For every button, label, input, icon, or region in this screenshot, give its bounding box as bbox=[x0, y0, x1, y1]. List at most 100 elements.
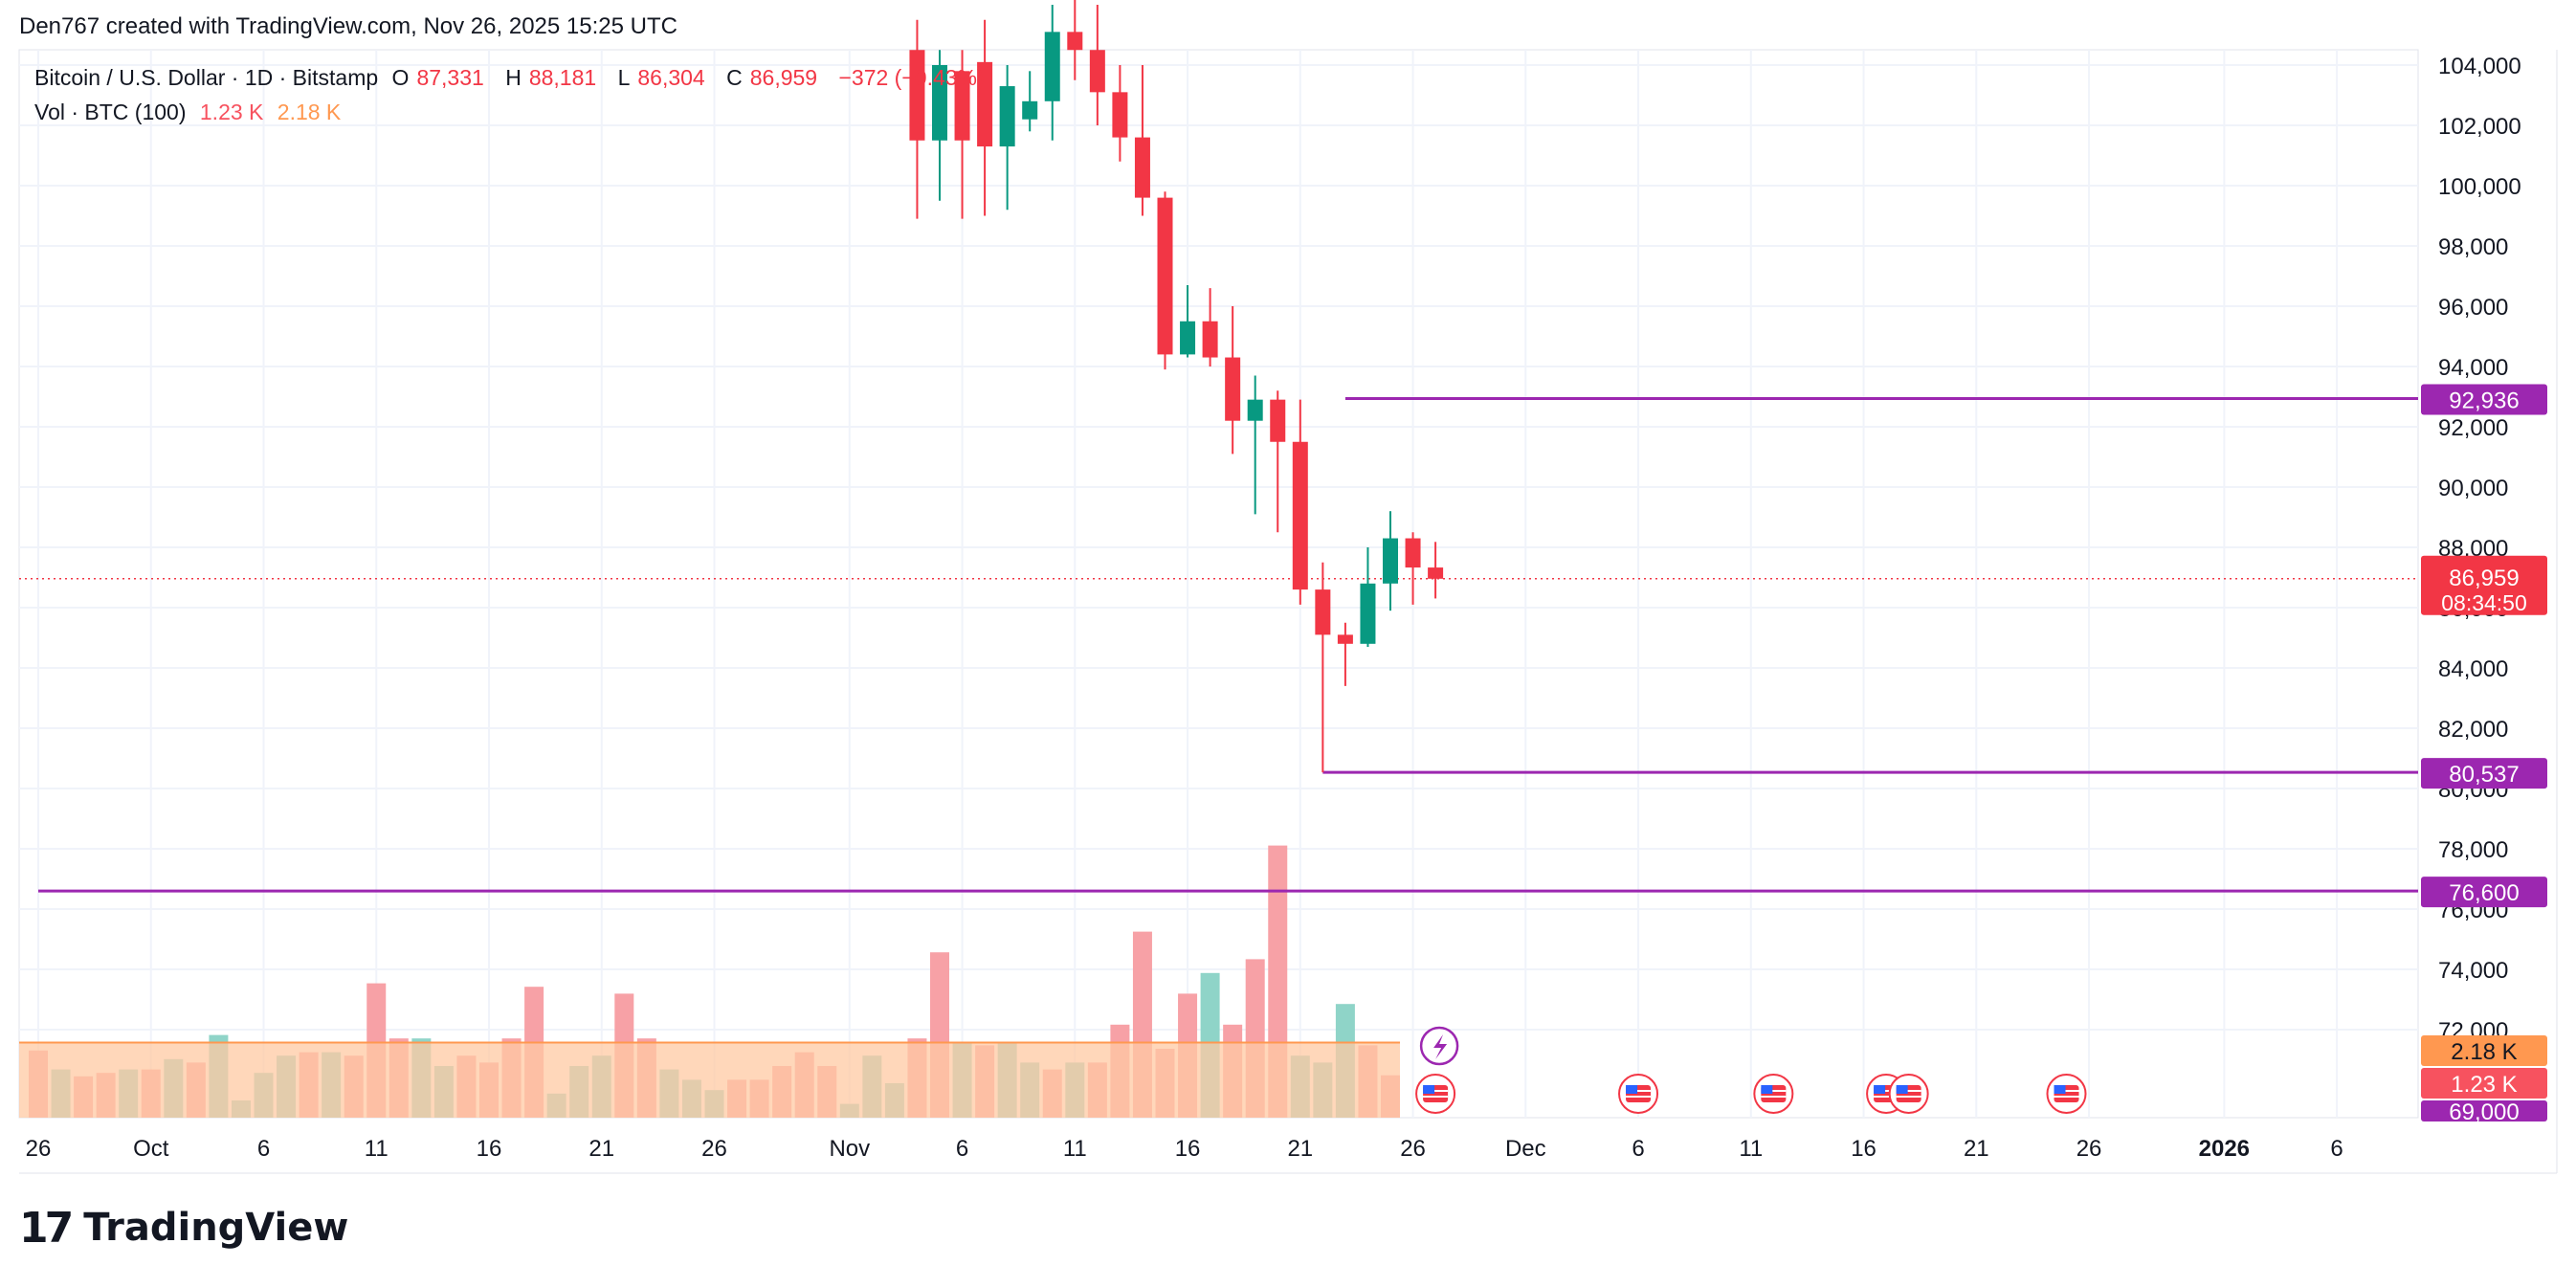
candle-body bbox=[1383, 538, 1398, 584]
y-tick-label: 78,000 bbox=[2438, 837, 2508, 863]
level-price-badge: 80,537 bbox=[2421, 758, 2547, 789]
candle-body bbox=[1180, 321, 1196, 355]
x-tick-label: 16 bbox=[1175, 1136, 1201, 1162]
x-tick-label: Oct bbox=[133, 1136, 169, 1162]
volume-ma-value: 2.18 K bbox=[277, 100, 342, 124]
volume-ma-badge: 2.18 K bbox=[2421, 1035, 2547, 1066]
candle-body bbox=[999, 86, 1015, 147]
y-tick-label: 84,000 bbox=[2438, 656, 2508, 682]
x-tick-label: 6 bbox=[1632, 1136, 1644, 1162]
last-price-value: 86,959 bbox=[2449, 566, 2519, 591]
level-price-badge: 92,936 bbox=[2421, 384, 2547, 415]
x-tick-label: 6 bbox=[257, 1136, 270, 1162]
y-tick-label: 96,000 bbox=[2438, 295, 2508, 321]
bottom-level-badge-text: 69,000 bbox=[2449, 1099, 2519, 1125]
x-tick-label: Dec bbox=[1505, 1136, 1546, 1162]
candle-body bbox=[932, 65, 947, 141]
candle-body bbox=[1428, 567, 1444, 579]
y-tick-label: 94,000 bbox=[2438, 355, 2508, 381]
volume-title[interactable]: Vol · BTC (100) bbox=[34, 100, 187, 124]
economic-event-flag-icon bbox=[1415, 1074, 1456, 1114]
candle-body bbox=[1112, 92, 1128, 138]
x-tick-label: 11 bbox=[365, 1136, 389, 1162]
candle-body bbox=[1360, 583, 1376, 644]
x-tick-label: 11 bbox=[1739, 1136, 1763, 1162]
economic-event-flag-icon bbox=[1753, 1074, 1794, 1114]
close-value: 86,959 bbox=[749, 65, 818, 90]
y-tick-label: 90,000 bbox=[2438, 476, 2508, 501]
economic-event-flag-icon bbox=[1618, 1074, 1659, 1114]
x-tick-label: 6 bbox=[956, 1136, 968, 1162]
candle-body bbox=[1270, 399, 1286, 442]
y-tick-label: 104,000 bbox=[2438, 54, 2521, 79]
candle-body bbox=[1067, 32, 1083, 51]
candle-body bbox=[909, 50, 925, 141]
candle-body bbox=[1405, 538, 1421, 568]
x-tick-label: 26 bbox=[701, 1136, 727, 1162]
x-tick-label: 16 bbox=[1851, 1136, 1876, 1162]
y-tick-label: 98,000 bbox=[2438, 234, 2508, 260]
tradingview-wordmark: TradingView bbox=[83, 1206, 349, 1250]
candle-body bbox=[977, 61, 993, 147]
x-tick-label: 11 bbox=[1063, 1136, 1087, 1162]
candle-body bbox=[1315, 589, 1331, 635]
candle-body bbox=[1247, 399, 1263, 421]
high-label: H bbox=[505, 65, 522, 90]
x-tick-label: 16 bbox=[477, 1136, 502, 1162]
level-price-badge-text: 76,600 bbox=[2449, 880, 2519, 906]
candle-body bbox=[1292, 441, 1308, 590]
close-label: C bbox=[726, 65, 743, 90]
high-value: 88,181 bbox=[528, 65, 597, 90]
x-tick-label: 26 bbox=[2076, 1136, 2102, 1162]
open-label: O bbox=[391, 65, 410, 90]
volume-value-badge-text: 1.23 K bbox=[2451, 1072, 2517, 1098]
economic-event-flag-icon bbox=[1888, 1074, 1929, 1114]
volume-ma-area bbox=[19, 1042, 1400, 1118]
chart-caption: Den767 created with TradingView.com, Nov… bbox=[19, 13, 677, 39]
candle-body bbox=[1202, 321, 1218, 358]
symbol-title[interactable]: Bitcoin / U.S. Dollar · 1D · Bitstamp bbox=[34, 65, 379, 90]
y-tick-label: 74,000 bbox=[2438, 958, 2508, 984]
candle-body bbox=[1022, 100, 1038, 120]
candle-body bbox=[1089, 50, 1105, 93]
candle-body bbox=[1157, 197, 1173, 355]
x-tick-label: 26 bbox=[26, 1136, 52, 1162]
y-tick-label: 82,000 bbox=[2438, 717, 2508, 743]
bottom-level-badge: 69,000 bbox=[2421, 1099, 2547, 1125]
change-value: −372 (−0.43%) bbox=[838, 65, 985, 90]
low-label: L bbox=[617, 65, 631, 90]
y-tick-label: 92,000 bbox=[2438, 415, 2508, 441]
tradingview-logo[interactable]: 17 TradingView bbox=[19, 1203, 349, 1253]
volume-value: 1.23 K bbox=[199, 100, 264, 124]
x-tick-label: 26 bbox=[1400, 1136, 1426, 1162]
volume-legend[interactable]: Vol · BTC (100) 1.23 K 2.18 K bbox=[34, 100, 348, 125]
x-tick-label: Nov bbox=[829, 1136, 870, 1162]
candle-body bbox=[1044, 32, 1060, 101]
economic-event-flag-icon bbox=[2046, 1074, 2087, 1114]
candle-body bbox=[1134, 137, 1150, 198]
countdown-value: 08:34:50 bbox=[2441, 590, 2527, 615]
x-tick-label: 21 bbox=[1964, 1136, 1989, 1162]
chart-pane bbox=[18, 49, 2419, 1119]
x-tick-label: 21 bbox=[1287, 1136, 1313, 1162]
tradingview-logo-mark-icon: 17 bbox=[19, 1203, 74, 1253]
volume-value-badge: 1.23 K bbox=[2421, 1068, 2547, 1099]
open-value: 87,331 bbox=[416, 65, 484, 90]
y-tick-label: 100,000 bbox=[2438, 174, 2521, 200]
candle-body bbox=[954, 71, 970, 141]
x-tick-label: 21 bbox=[588, 1136, 614, 1162]
candle-body bbox=[1337, 634, 1353, 644]
level-price-badge-text: 80,537 bbox=[2449, 762, 2519, 788]
y-tick-label: 102,000 bbox=[2438, 114, 2521, 140]
x-tick-label: 2026 bbox=[2199, 1136, 2250, 1162]
low-value: 86,304 bbox=[637, 65, 705, 90]
x-tick-label: 6 bbox=[2330, 1136, 2343, 1162]
level-price-badge: 76,600 bbox=[2421, 877, 2547, 908]
level-price-badge-text: 92,936 bbox=[2449, 389, 2519, 414]
volume-ma-badge-text: 2.18 K bbox=[2451, 1039, 2517, 1065]
ai-assistant-icon bbox=[1419, 1026, 1459, 1066]
candle-body bbox=[1225, 357, 1241, 421]
